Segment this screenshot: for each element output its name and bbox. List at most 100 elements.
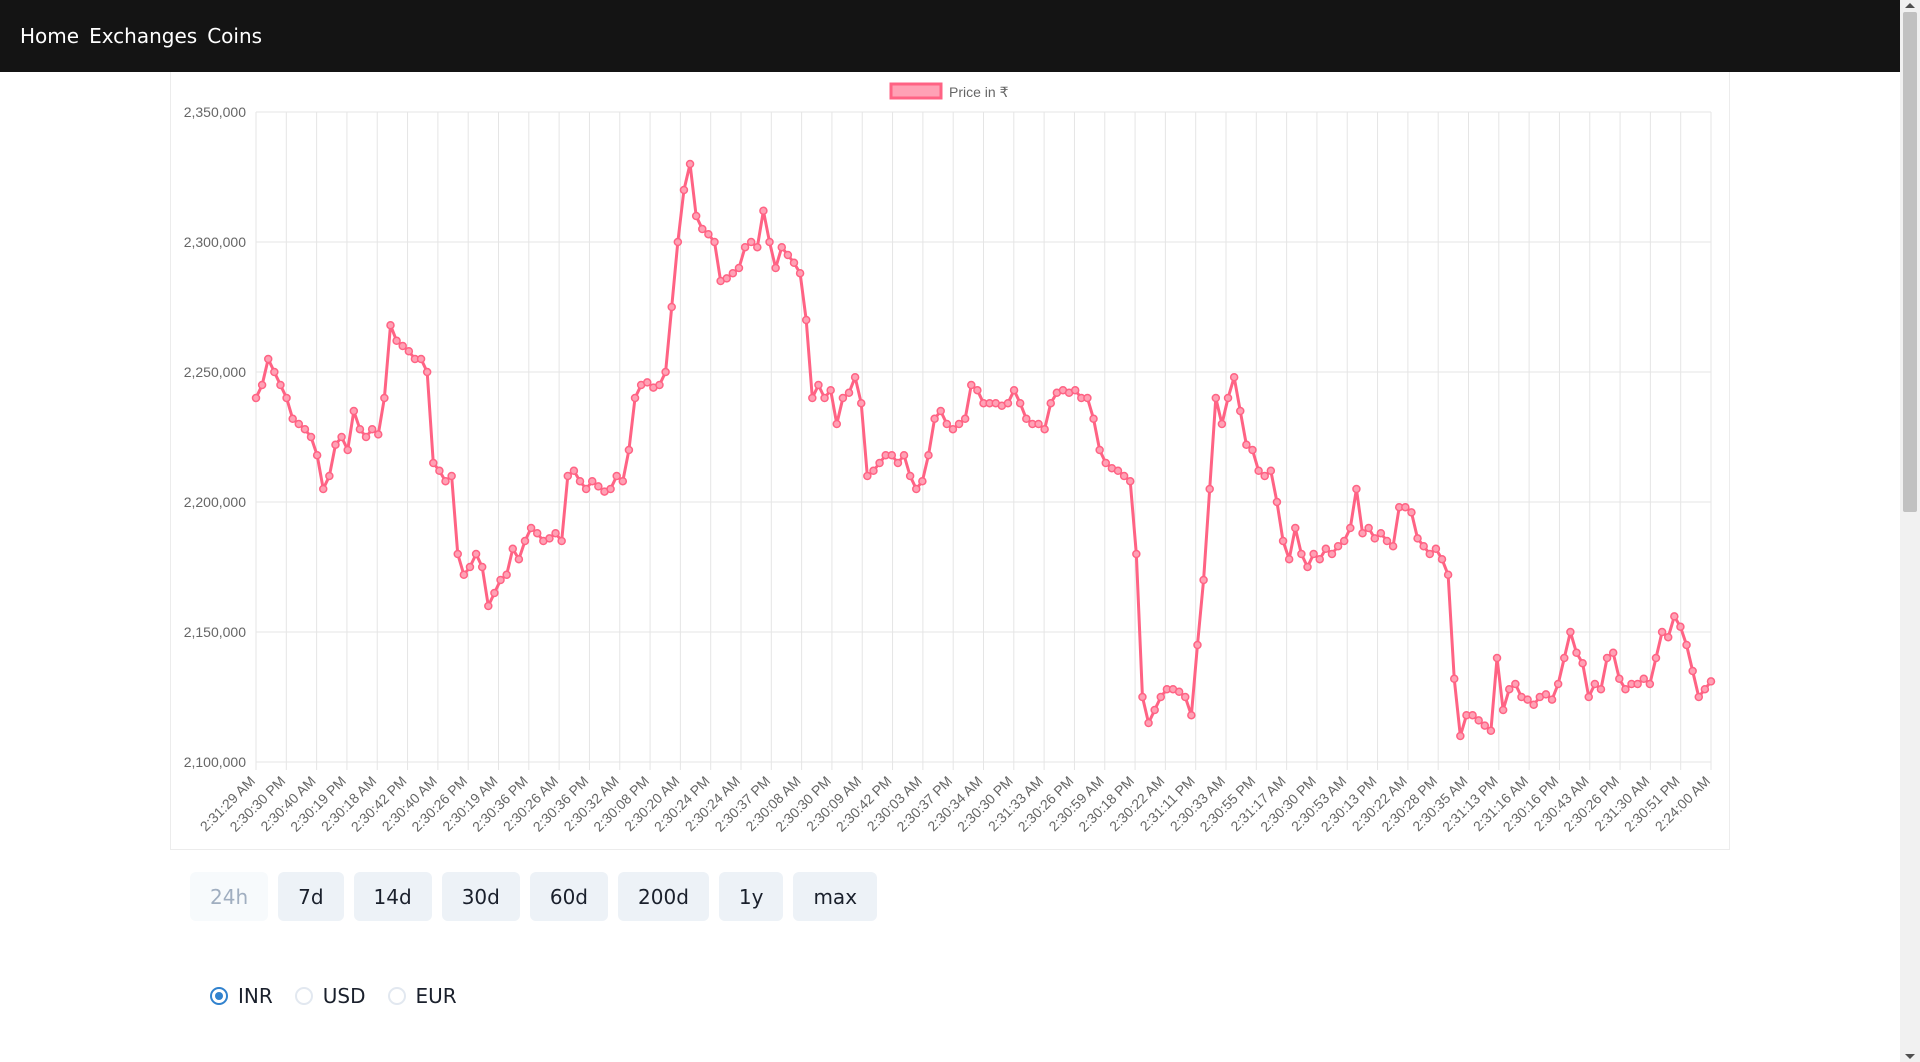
radio-inr[interactable] xyxy=(210,987,228,1005)
data-point xyxy=(930,414,939,424)
data-point xyxy=(1645,679,1655,689)
data-point xyxy=(630,393,640,403)
data-point xyxy=(1511,679,1520,689)
scroll-down-arrow-icon[interactable] xyxy=(1905,1054,1915,1059)
currency-option-eur[interactable]: EUR xyxy=(387,984,457,1008)
data-point xyxy=(875,458,884,468)
data-point xyxy=(1193,640,1202,650)
y-tick-label: 2,200,000 xyxy=(184,494,246,510)
currency-radio-group: INR USD EUR xyxy=(210,984,479,1008)
data-point xyxy=(1468,710,1477,720)
data-point xyxy=(1694,692,1704,702)
data-point xyxy=(728,268,738,278)
data-point xyxy=(905,471,915,481)
page-scrollbar[interactable] xyxy=(1900,0,1920,1062)
data-point xyxy=(1015,398,1025,408)
currency-option-inr[interactable]: INR xyxy=(210,984,273,1008)
data-point xyxy=(759,206,768,216)
data-point xyxy=(337,432,346,442)
data-point xyxy=(863,471,872,481)
data-point xyxy=(753,242,762,252)
data-point xyxy=(1590,679,1600,689)
data-point xyxy=(569,466,579,476)
data-point xyxy=(618,476,628,486)
data-point xyxy=(643,378,652,387)
data-point xyxy=(1321,544,1331,554)
data-point xyxy=(1333,541,1343,551)
range-button-max[interactable]: max xyxy=(793,872,878,921)
range-button-60d[interactable]: 60d xyxy=(529,872,609,921)
scroll-thumb[interactable] xyxy=(1903,12,1917,512)
radio-usd[interactable] xyxy=(294,987,313,1005)
data-point xyxy=(1529,700,1538,710)
data-point xyxy=(746,237,756,247)
nav-home-link[interactable]: Home xyxy=(20,24,80,48)
data-point xyxy=(1144,718,1153,728)
data-point xyxy=(973,385,982,395)
data-point xyxy=(416,354,426,364)
data-point xyxy=(471,549,481,559)
data-point xyxy=(783,250,793,260)
radio-label-eur: EUR xyxy=(415,984,457,1008)
nav-coins-link[interactable]: Coins xyxy=(207,24,263,48)
data-point xyxy=(1009,385,1019,395)
data-point xyxy=(918,476,927,486)
range-button-200d[interactable]: 200d xyxy=(618,872,709,921)
top-navbar: Home Exchanges Coins xyxy=(0,0,1900,72)
currency-option-usd[interactable]: USD xyxy=(294,984,366,1008)
data-point xyxy=(893,458,903,468)
data-point xyxy=(795,268,805,278)
data-point xyxy=(404,346,414,356)
data-point xyxy=(520,536,530,546)
data-point xyxy=(1278,536,1288,546)
data-point xyxy=(1706,677,1716,686)
data-point xyxy=(1309,549,1318,559)
data-point xyxy=(1700,684,1710,694)
data-point xyxy=(282,393,291,403)
data-point xyxy=(1327,549,1337,559)
nav-exchanges-link[interactable]: Exchanges xyxy=(89,24,198,48)
range-button-24h[interactable]: 24h xyxy=(190,872,269,921)
data-point xyxy=(704,229,713,239)
data-point xyxy=(435,466,444,476)
data-point xyxy=(1670,612,1679,621)
data-point xyxy=(1388,541,1398,551)
radio-eur[interactable] xyxy=(387,987,406,1005)
data-point xyxy=(1095,445,1104,455)
data-point xyxy=(1040,424,1049,434)
data-point xyxy=(850,372,860,382)
data-point xyxy=(1352,484,1361,494)
data-point xyxy=(1602,653,1612,663)
data-point xyxy=(1272,497,1282,507)
data-point xyxy=(288,414,297,424)
data-point xyxy=(306,432,316,442)
data-point xyxy=(801,315,811,325)
data-point xyxy=(1443,570,1453,580)
legend-label: Price in ₹ xyxy=(949,84,1009,100)
data-point xyxy=(484,601,493,611)
range-button-30d[interactable]: 30d xyxy=(441,872,520,921)
data-point xyxy=(1229,372,1239,382)
data-point xyxy=(1688,666,1697,676)
data-point xyxy=(557,536,566,546)
data-point xyxy=(1089,414,1098,424)
data-point xyxy=(276,380,285,390)
price-line-chart: 2,100,000 2,150,000 2,200,000 2,250,000 2,30… xyxy=(184,82,1716,835)
data-point xyxy=(1505,684,1514,694)
y-tick-label: 2,350,000 xyxy=(184,104,246,120)
data-point xyxy=(899,450,909,460)
data-point xyxy=(765,237,774,247)
data-point xyxy=(325,471,334,481)
data-point xyxy=(606,484,615,494)
data-point xyxy=(563,471,573,481)
range-button-7d[interactable]: 7d xyxy=(278,872,344,921)
data-point xyxy=(1070,385,1080,395)
data-point xyxy=(496,575,505,585)
data-point xyxy=(300,424,310,434)
range-button-14d[interactable]: 14d xyxy=(353,872,432,921)
scroll-up-arrow-icon[interactable] xyxy=(1905,3,1915,8)
data-point xyxy=(612,471,621,481)
range-button-1y[interactable]: 1y xyxy=(718,872,784,921)
data-point xyxy=(887,450,897,460)
data-point xyxy=(380,393,389,403)
